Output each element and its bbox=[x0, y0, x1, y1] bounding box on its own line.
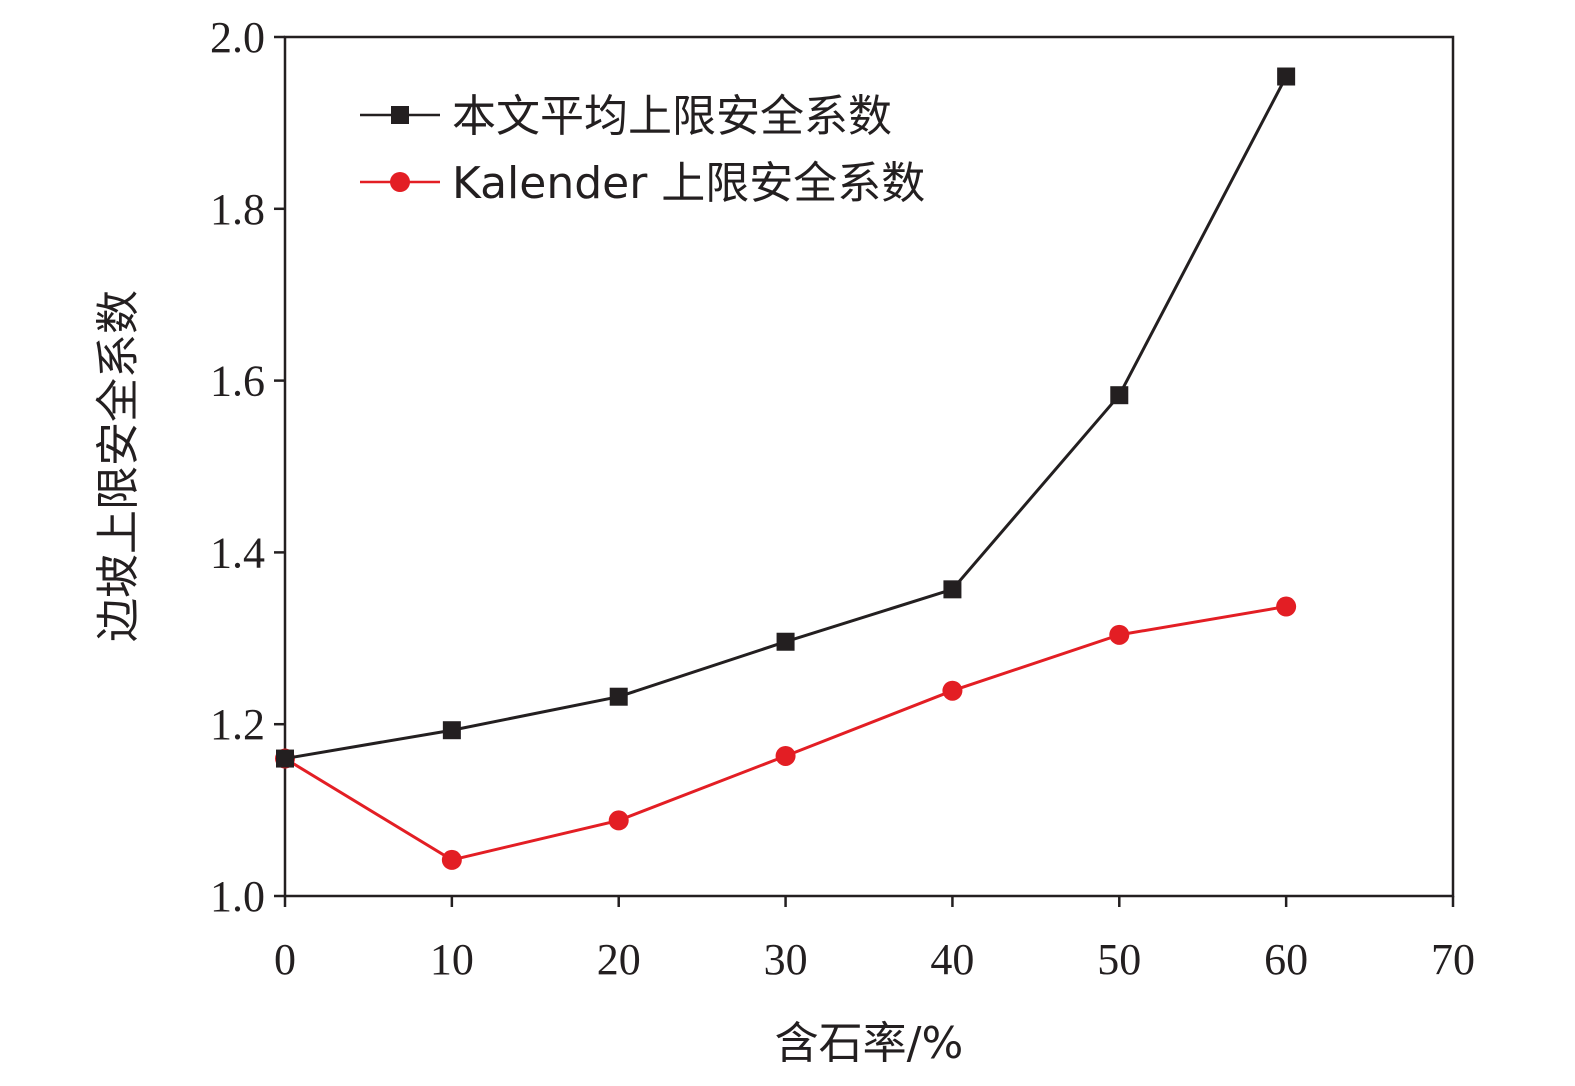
data-point-square bbox=[1110, 386, 1129, 405]
data-point-circle bbox=[1276, 596, 1297, 617]
x-tick-label: 60 bbox=[1264, 935, 1308, 984]
x-tick-label: 40 bbox=[930, 935, 974, 984]
x-tick-label: 20 bbox=[597, 935, 641, 984]
legend-label-series-1: 本文平均上限安全系数 bbox=[452, 91, 892, 142]
data-point-square bbox=[276, 749, 294, 768]
y-tick-label: 2.0 bbox=[210, 13, 265, 62]
x-tick-label: 70 bbox=[1431, 935, 1475, 984]
legend: 本文平均上限安全系数 Kalender 上限安全系数 bbox=[360, 91, 925, 209]
data-point-circle bbox=[1109, 624, 1130, 645]
x-axis-title: 含石率/% bbox=[775, 1018, 964, 1069]
y-tick-label: 1.0 bbox=[210, 872, 265, 921]
legend-marker-series-2 bbox=[390, 172, 410, 192]
y-axis-ticks: 1.0 1.2 1.4 1.6 1.8 2.0 bbox=[210, 13, 285, 921]
data-point-square bbox=[442, 721, 461, 740]
data-point-circle bbox=[608, 810, 629, 831]
y-tick-label: 1.6 bbox=[210, 357, 265, 406]
data-point-circle bbox=[775, 745, 796, 766]
y-axis-title: 边坡上限安全系数 bbox=[93, 290, 144, 642]
x-axis-ticks: 0 10 20 30 40 50 60 70 bbox=[274, 896, 1475, 984]
x-tick-label: 50 bbox=[1097, 935, 1141, 984]
legend-marker-series-1 bbox=[391, 106, 409, 124]
data-point-square bbox=[609, 687, 628, 706]
data-point-square bbox=[776, 632, 795, 651]
legend-label-series-2: Kalender 上限安全系数 bbox=[452, 158, 925, 209]
data-point-square bbox=[943, 580, 962, 599]
y-tick-label: 1.8 bbox=[210, 185, 265, 234]
x-tick-label: 0 bbox=[274, 935, 296, 984]
y-tick-label: 1.4 bbox=[210, 528, 265, 577]
y-tick-label: 1.2 bbox=[210, 700, 265, 749]
x-tick-label: 10 bbox=[430, 935, 474, 984]
series-layer bbox=[275, 67, 1297, 870]
plot-frame bbox=[283, 35, 1455, 898]
data-point-circle bbox=[441, 849, 462, 870]
data-point-square bbox=[1277, 67, 1296, 86]
data-point-circle bbox=[942, 680, 963, 701]
x-tick-label: 30 bbox=[764, 935, 808, 984]
